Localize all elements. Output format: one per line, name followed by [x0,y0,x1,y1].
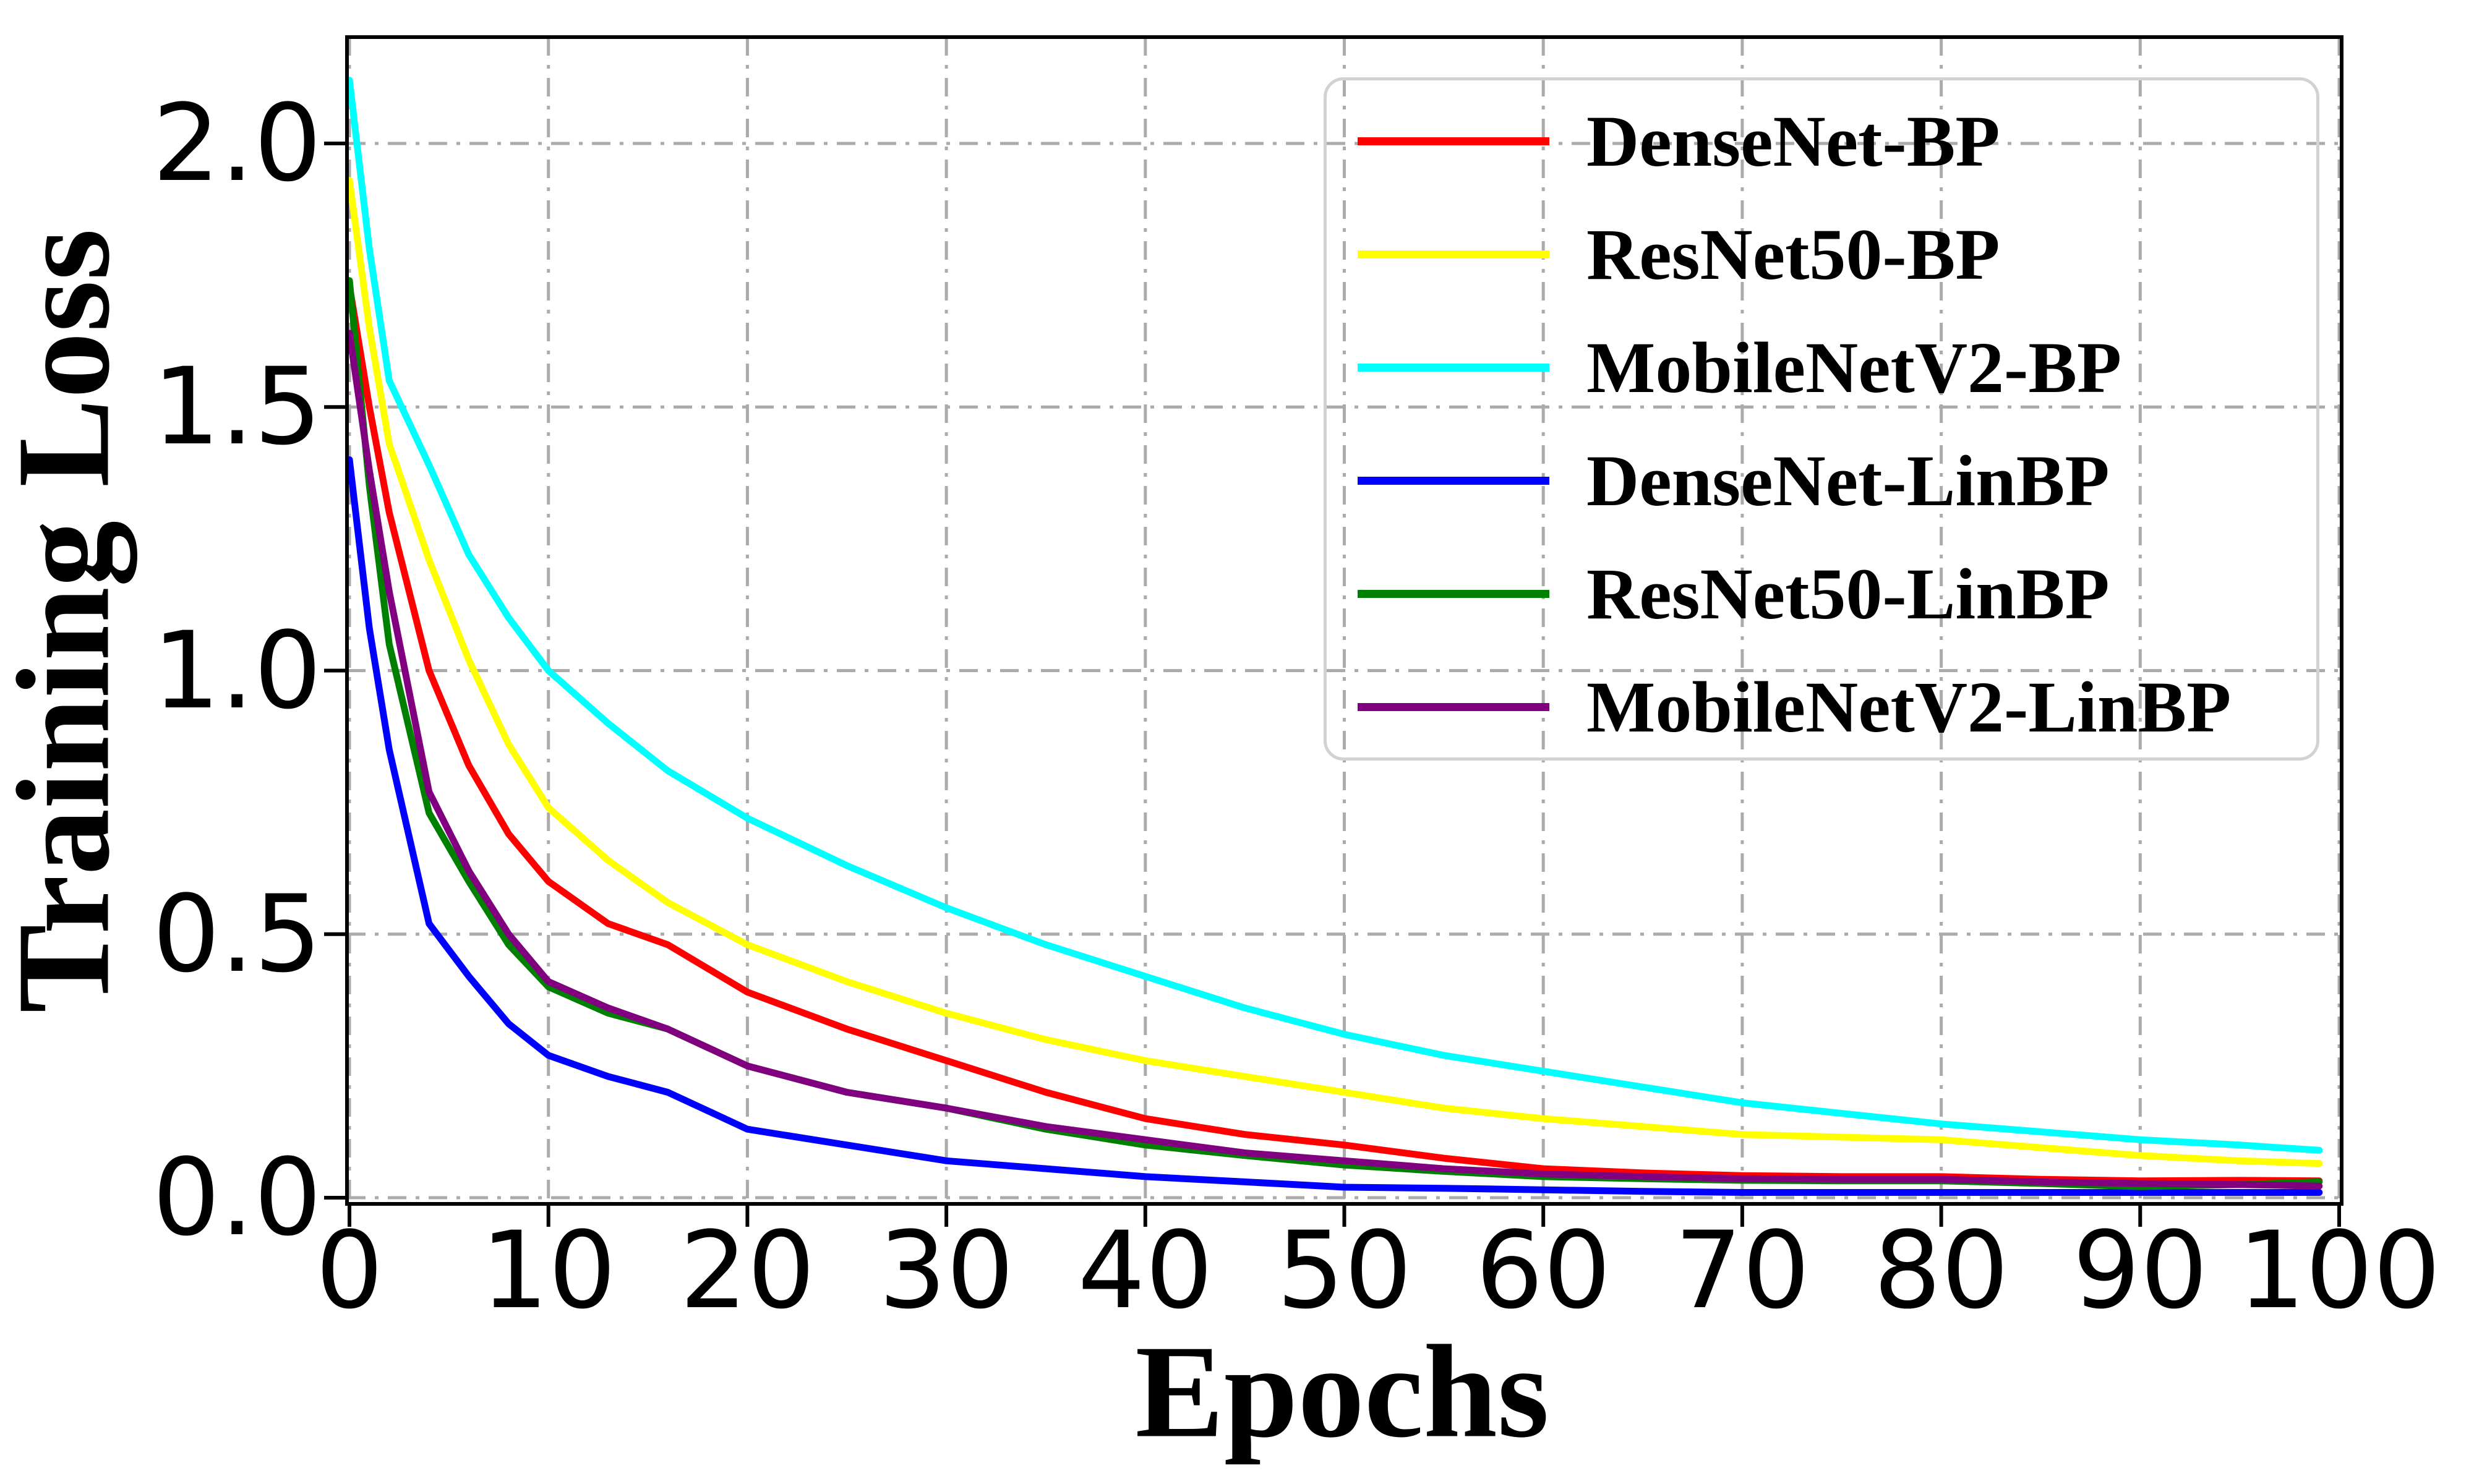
tick-marks [324,142,2341,1227]
legend-label: ResNet50-BP [1586,213,2000,295]
x-tick-label: 50 [1277,1208,1412,1333]
y-tick-label: 2.0 [152,81,322,205]
legend-entry: DenseNet-BP [1327,85,2316,198]
x-tick-label: 10 [481,1208,617,1333]
x-axis-label: Epochs [1135,1317,1549,1465]
legend-swatch-line [1358,703,1549,711]
legend-label: MobileNetV2-LinBP [1586,666,2232,748]
legend-label: DenseNet-BP [1586,100,2000,182]
series-line-densenet-linbp [346,456,2323,1196]
y-tick-label: 0.0 [152,1135,322,1260]
series-line-mobilenetv2-linbp [346,330,2323,1190]
legend-box: DenseNet-BP ResNet50-BP MobileNetV2-BP Dens… [1324,77,2319,761]
legend-swatch-line [1358,477,1549,485]
y-tick-label: 1.5 [152,344,322,469]
legend-label: ResNet50-LinBP [1586,553,2110,634]
legend-swatch-line [1358,590,1549,598]
x-tick-label: 40 [1077,1208,1213,1333]
legend-entry: MobileNetV2-LinBP [1327,650,2316,764]
x-tick-label: 60 [1475,1208,1611,1333]
y-axis-label: Training Loss [0,228,137,1013]
legend-entry: DenseNet-LinBP [1327,424,2316,537]
x-tick-label: 100 [2237,1208,2441,1333]
legend-entry: ResNet50-BP [1327,198,2316,311]
series-line-mobilenetv2-bp [346,77,2323,1154]
legend-swatch-line [1358,137,1549,145]
legend-label: MobileNetV2-BP [1586,326,2122,408]
legend-entry: ResNet50-LinBP [1327,537,2316,650]
legend-entry: MobileNetV2-BP [1327,311,2316,424]
legend-label: DenseNet-LinBP [1586,440,2110,521]
x-tick-label: 70 [1674,1208,1810,1333]
gridlines [347,37,2342,1204]
x-tick-label: 0 [315,1208,383,1333]
series-line-resnet50-bp [346,177,2323,1167]
x-tick-label: 20 [679,1208,815,1333]
y-tick-label: 0.5 [152,871,322,996]
x-tick-label: 80 [1873,1208,2010,1333]
legend-swatch-line [1358,250,1549,258]
x-tick-label: 30 [878,1208,1014,1333]
legend-swatch-line [1358,364,1549,372]
y-tick-label: 1.0 [152,608,322,733]
x-tick-label: 90 [2072,1208,2208,1333]
